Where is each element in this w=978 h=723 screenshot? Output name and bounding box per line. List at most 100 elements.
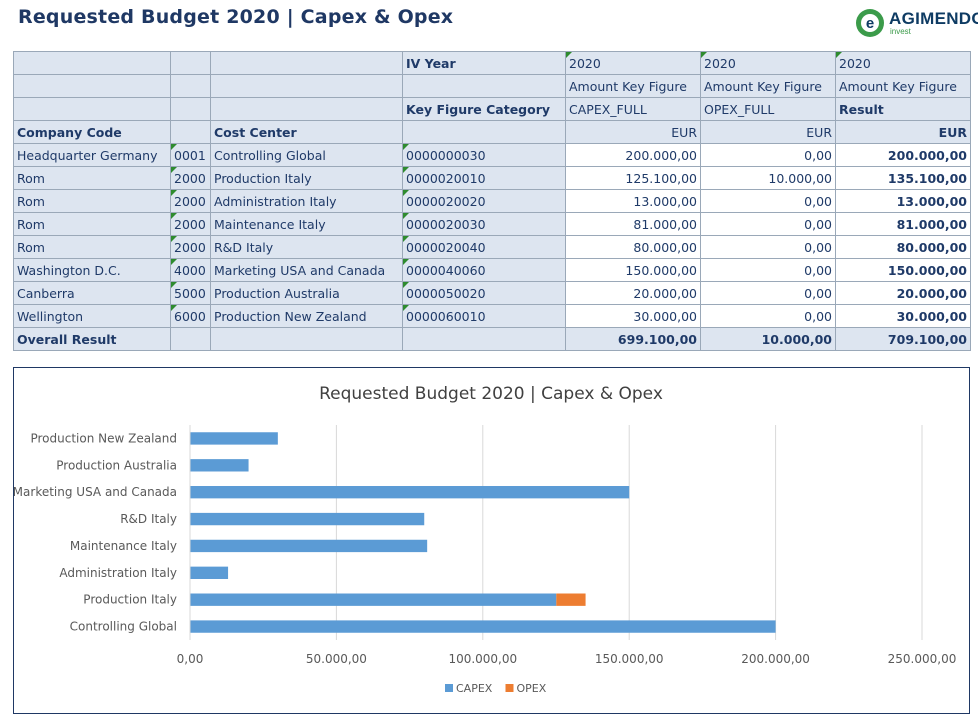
empty-cell [210,51,403,75]
iv-year-capex[interactable]: 2020 [565,51,701,75]
cost-center-id[interactable]: 0000020040 [402,235,566,259]
overall-capex[interactable]: 699.100,00 [565,327,701,351]
y-category-label: Production Italy [83,593,177,607]
bar-capex [190,432,278,445]
company-name[interactable]: Rom [13,166,171,190]
capex-value[interactable]: 200.000,00 [565,143,701,167]
cost-center-header[interactable]: Cost Center [210,120,403,144]
cost-center-name[interactable]: R&D Italy [210,235,403,259]
cost-center-name[interactable]: Production Italy [210,166,403,190]
company-name[interactable]: Rom [13,235,171,259]
bar-opex [556,593,586,606]
result-value[interactable]: 80.000,00 [835,235,971,259]
company-code[interactable]: 2000 [170,212,211,236]
company-code[interactable]: 5000 [170,281,211,305]
key-figure-capex: Amount Key Figure [565,74,701,98]
iv-year-opex[interactable]: 2020 [700,51,836,75]
company-code[interactable]: 2000 [170,189,211,213]
cost-center-id[interactable]: 0000020020 [402,189,566,213]
company-code[interactable]: 0001 [170,143,211,167]
agimendo-logo: e AGIMENDO invest [855,8,978,38]
capex-value[interactable]: 125.100,00 [565,166,701,190]
header-row-key-figure: Amount Key Figure Amount Key Figure Amou… [13,74,971,98]
cost-center-id[interactable]: 0000040060 [402,258,566,282]
opex-value[interactable]: 0,00 [700,235,836,259]
company-name[interactable]: Rom [13,189,171,213]
company-code[interactable]: 2000 [170,235,211,259]
opex-value[interactable]: 0,00 [700,212,836,236]
legend-label-opex: OPEX [517,682,547,695]
cost-center-id[interactable]: 0000020010 [402,166,566,190]
overall-result-label[interactable]: Overall Result [13,327,171,351]
capex-value[interactable]: 81.000,00 [565,212,701,236]
result-value[interactable]: 135.100,00 [835,166,971,190]
opex-value[interactable]: 0,00 [700,304,836,328]
company-name[interactable]: Headquarter Germany [13,143,171,167]
cost-center-name[interactable]: Controlling Global [210,143,403,167]
bar-capex [190,486,630,499]
cost-center-id[interactable]: 0000020030 [402,212,566,236]
agimendo-logo-icon: e [856,9,884,37]
company-name[interactable]: Canberra [13,281,171,305]
result-value[interactable]: 200.000,00 [835,143,971,167]
company-code[interactable]: 6000 [170,304,211,328]
opex-value[interactable]: 0,00 [700,143,836,167]
company-name[interactable]: Wellington [13,304,171,328]
key-figure-result: Amount Key Figure [835,74,971,98]
opex-value[interactable]: 0,00 [700,281,836,305]
category-opex: OPEX_FULL [700,97,836,121]
table-row: Rom 2000 Maintenance Italy 0000020030 81… [13,212,971,236]
empty-cell [170,120,211,144]
capex-value[interactable]: 20.000,00 [565,281,701,305]
result-value[interactable]: 30.000,00 [835,304,971,328]
logo-name: AGIMENDO [889,9,978,28]
header-row-iv-year: IV Year 2020 2020 2020 [13,51,971,75]
opex-value[interactable]: 10.000,00 [700,166,836,190]
cost-center-name[interactable]: Marketing USA and Canada [210,258,403,282]
company-code-header[interactable]: Company Code [13,120,171,144]
x-tick-label: 200.000,00 [741,652,810,666]
y-category-label: Maintenance Italy [70,539,177,553]
cost-center-id[interactable]: 0000000030 [402,143,566,167]
iv-year-result[interactable]: 2020 [835,51,971,75]
result-value[interactable]: 81.000,00 [835,212,971,236]
svg-text:e: e [866,15,874,32]
legend-swatch-capex [445,684,453,692]
capex-value[interactable]: 150.000,00 [565,258,701,282]
company-code[interactable]: 2000 [170,166,211,190]
budget-table: IV Year 2020 2020 2020 Amount Key Figure… [13,51,971,351]
opex-value[interactable]: 0,00 [700,189,836,213]
company-name[interactable]: Rom [13,212,171,236]
opex-value[interactable]: 0,00 [700,258,836,282]
company-name[interactable]: Washington D.C. [13,258,171,282]
page-title: Requested Budget 2020 | Capex & Opex [18,6,454,28]
y-category-label: Administration Italy [59,566,177,580]
overall-opex[interactable]: 10.000,00 [700,327,836,351]
overall-result[interactable]: 709.100,00 [835,327,971,351]
logo-subtitle: invest [890,27,911,36]
empty-cell [210,327,403,351]
empty-cell [402,327,566,351]
bar-capex [190,593,557,606]
cost-center-id[interactable]: 0000050020 [402,281,566,305]
header-row-columns: Company Code Cost Center EUR EUR EUR [13,120,971,144]
capex-value[interactable]: 30.000,00 [565,304,701,328]
cost-center-id[interactable]: 0000060010 [402,304,566,328]
empty-cell [210,97,403,121]
x-tick-label: 0,00 [177,652,204,666]
result-value[interactable]: 13.000,00 [835,189,971,213]
cost-center-name[interactable]: Production Australia [210,281,403,305]
x-tick-label: 250.000,00 [888,652,957,666]
budget-chart[interactable]: Requested Budget 2020 | Capex & Opex 0,00… [13,367,970,714]
result-value[interactable]: 150.000,00 [835,258,971,282]
cost-center-name[interactable]: Maintenance Italy [210,212,403,236]
empty-cell [402,120,566,144]
capex-value[interactable]: 80.000,00 [565,235,701,259]
capex-value[interactable]: 13.000,00 [565,189,701,213]
result-value[interactable]: 20.000,00 [835,281,971,305]
bar-capex [190,459,249,472]
cost-center-name[interactable]: Production New Zealand [210,304,403,328]
chart-title: Requested Budget 2020 | Capex & Opex [319,384,663,404]
cost-center-name[interactable]: Administration Italy [210,189,403,213]
company-code[interactable]: 4000 [170,258,211,282]
